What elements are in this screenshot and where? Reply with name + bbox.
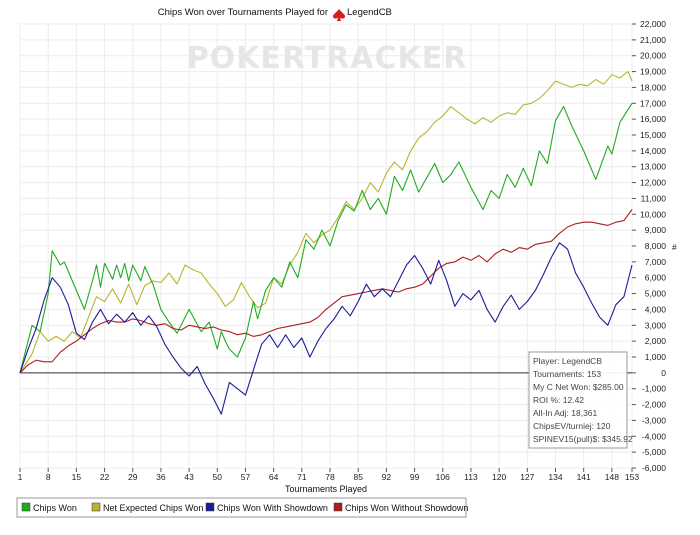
legend-swatch-without-showdown [333,502,343,512]
y-tick-label: 19,000 [640,67,666,77]
legend-label-chips-won: Chips Won [33,503,77,513]
x-axis-label: Tournaments Played [285,484,367,494]
legend: Chips Won Net Expected Chips Won Chips W… [16,497,468,518]
y-tick-label: 13,000 [640,162,666,172]
y-tick-label: 7,000 [645,257,667,267]
y-tick-label: -5,000 [642,447,666,457]
legend-swatch-net-expected [91,502,101,512]
legend-item-without-showdown[interactable]: Chips Won Without Showdown [333,502,468,513]
y-tick-label: 10,000 [640,209,666,219]
y-tick-label: 4,000 [645,304,667,314]
y-tick-label: 11,000 [641,193,667,203]
legend-item-net-expected[interactable]: Net Expected Chips Won [91,502,203,513]
stats-chipsev: ChipsEV/turniej: 120 [533,421,611,431]
spade-icon [333,9,345,21]
series-line-chips-won-with-showdown [19,242,633,415]
y-tick-label: 22,000 [640,19,666,29]
x-tick-label: 106 [436,472,450,482]
y-tick-label: 9,000 [645,225,667,235]
watermark-text: POKERTRACKER [187,41,468,76]
chart-title: Chips Won over Tournaments Played for Le… [158,7,392,21]
x-tick-label: 1 [18,472,23,482]
legend-swatch-with-showdown [205,502,215,512]
legend-item-with-showdown[interactable]: Chips Won With Showdown [205,502,328,513]
y-tick-label: 21,000 [640,35,666,45]
x-tick-label: 148 [605,472,619,482]
legend-label-net-expected: Net Expected Chips Won [103,503,203,513]
x-tick-label: 50 [213,472,223,482]
x-tick-label: 64 [269,472,279,482]
x-tick-label: 99 [410,472,420,482]
y-tick-label: 1,000 [645,352,667,362]
x-tick-label: 78 [325,472,335,482]
x-tick-label: 57 [241,472,251,482]
y-tick-label: 0 [661,368,666,378]
stats-spinev: SPINEV15(pull)$: $345.92 [533,434,633,444]
legend-item-chips-won[interactable]: Chips Won [21,502,77,513]
player-name: LegendCB [347,7,392,18]
x-tick-label: 113 [464,472,478,482]
x-tick-label: 29 [128,472,138,482]
series-layer [19,71,633,415]
series-line-net-expected-chips-won [19,71,633,374]
legend-label-without-showdown: Chips Won Without Showdown [345,503,468,513]
y-tick-label: 17,000 [640,98,666,108]
series-line-chips-won [19,103,633,374]
y-tick-label: 6,000 [645,273,667,283]
y-tick-label: 16,000 [640,114,666,124]
stats-box: Player: LegendCB Tournaments: 153 My C N… [528,351,633,449]
x-tick-label: 8 [46,472,51,482]
y-axis: 22,000 21,000 20,000 19,000 18,000 17,000 16,0… [632,19,666,473]
x-tick-label: 36 [156,472,166,482]
x-tick-label: 22 [100,472,110,482]
y-tick-label: 8,000 [645,241,667,251]
stats-net-won: My C Net Won: $285.00 [533,382,624,392]
y-tick-label: -2,000 [642,400,666,410]
y-tick-label: -4,000 [642,431,666,441]
y-tick-label: -6,000 [642,463,666,473]
x-tick-label: 92 [382,472,392,482]
y-tick-label: 15,000 [640,130,666,140]
stats-box-frame [528,351,628,449]
stats-player: Player: LegendCB [533,356,602,366]
y-tick-label: 14,000 [640,146,666,156]
watermark: POKERTRACKER [187,41,468,76]
y-tick-label: 12,000 [640,178,666,188]
stats-allin-adj: All-In Adj: 18,361 [533,408,598,418]
x-axis: 1 8 15 22 29 36 43 50 57 64 71 78 85 92 99 106 113 120 127… [18,468,639,482]
x-tick-label: 127 [520,472,534,482]
x-tick-label: 134 [548,472,562,482]
x-tick-label: 141 [577,472,591,482]
x-tick-label: 120 [492,472,506,482]
stats-roi: ROI %: 12.42 [533,395,584,405]
chart-title-text: Chips Won over Tournaments Played for [158,7,328,18]
y-tick-label: 18,000 [640,82,666,92]
x-tick-label: 43 [184,472,194,482]
x-tick-label: 15 [72,472,82,482]
x-tick-label: 71 [297,472,307,482]
x-tick-label: 153 [625,472,639,482]
legend-swatch-chips-won [21,502,31,512]
legend-label-with-showdown: Chips Won With Showdown [217,503,328,513]
stats-tournaments: Tournaments: 153 [533,369,601,379]
y-tick-label: 2,000 [645,336,667,346]
x-tick-label: 85 [353,472,363,482]
series-line-chips-won-without-showdown [19,209,633,374]
y-tick-label: 3,000 [645,320,667,330]
y-tick-label: 20,000 [640,51,666,61]
legend-frame [16,497,467,518]
y-tick-label: 5,000 [645,289,667,299]
y-axis-label: # [672,242,677,252]
y-tick-label: -1,000 [642,384,666,394]
y-tick-label: -3,000 [642,415,666,425]
